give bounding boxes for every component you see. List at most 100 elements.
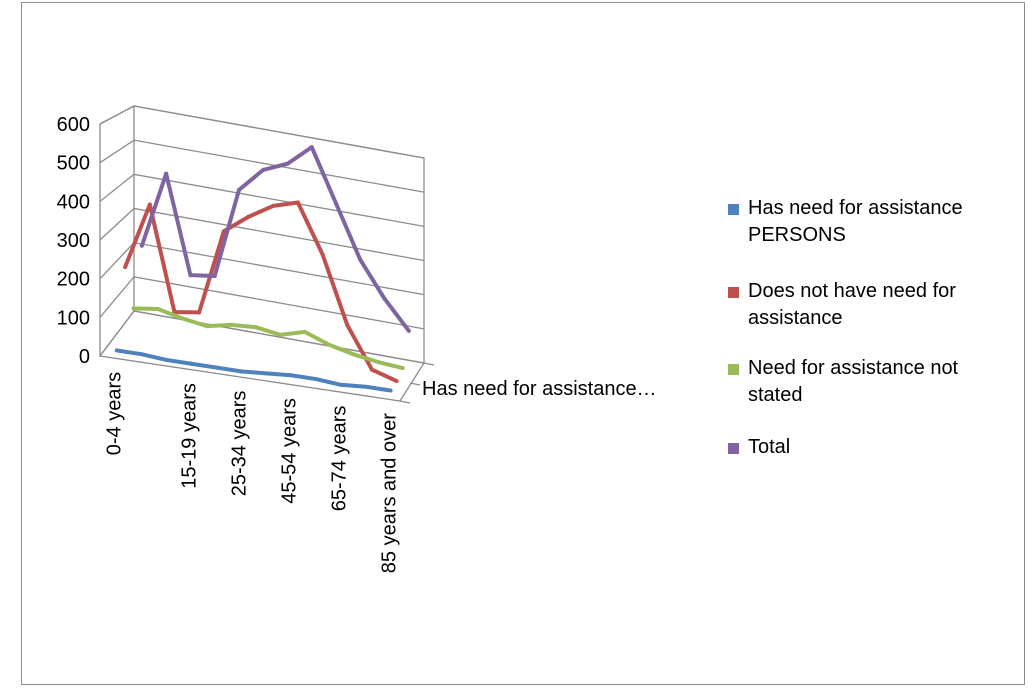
series-segment [214,365,244,374]
series-segment [382,296,411,333]
series-segment [155,306,185,321]
series-segment [164,357,194,366]
data-point [164,358,168,362]
data-point [321,253,325,257]
series-segment [369,367,399,384]
series-1 [123,200,399,384]
x-tick-label: 15-19 years [179,383,201,489]
series-segment [320,252,350,328]
data-point [278,333,282,337]
series-segment [212,187,241,278]
data-point [407,329,411,333]
series-segment [271,200,300,208]
legend-swatch [728,443,739,454]
x-tick-label: 45-54 years [279,398,301,504]
legend-item: Has need for assistance PERSONS [728,197,963,246]
series-segment [189,361,219,370]
data-point [229,323,233,327]
y-tick-label: 500 [57,153,90,175]
series-segment [358,257,387,301]
data-point [214,366,218,370]
data-point [296,200,300,204]
series-segment [261,161,290,172]
data-point [383,297,387,301]
data-point [140,244,144,248]
legend-swatch [728,364,739,375]
series-segment [264,371,293,378]
data-point [358,258,362,262]
data-point [314,377,318,381]
series-segment [131,306,160,311]
series-segment [313,377,343,387]
legend-item: Does not have need for assistance [728,280,956,329]
data-point [189,362,193,366]
y-tick-label: 200 [57,269,90,291]
series-segment [204,322,234,329]
series-segment [278,329,307,337]
data-point [289,373,293,377]
series-segment [114,348,144,357]
series-segment [164,171,193,278]
x-tick-label: 65-74 years [329,406,351,512]
series-segment [229,322,258,330]
y-tick-label: 400 [57,191,90,213]
data-point [131,306,135,310]
series-segment [147,202,177,315]
legend-item: Total [728,436,790,458]
legend-item: Need for assistance not stated [728,357,959,406]
data-point [254,325,258,329]
data-point [222,229,226,233]
x-tick-label: 25-34 years [229,391,251,497]
data-point [247,215,251,219]
data-point [172,310,176,314]
series-segment [139,352,169,362]
depth-tick [399,400,411,404]
legend: Has need for assistance PERSONS Does not h… [728,197,963,458]
series-segment [239,369,269,376]
data-point [345,323,349,327]
series-segment [285,145,314,166]
line-chart-3d: 0 100 200 300 400 500 600 0-4 years 15-19 years… [57,105,963,573]
data-point [352,352,356,356]
data-point [389,389,393,393]
legend-label: Total [748,436,790,458]
gridline [99,139,425,193]
data-point [364,385,368,389]
legend-swatch [728,287,739,298]
data-point [264,371,268,375]
data-point [334,202,338,206]
series-segment [345,323,374,372]
depth-tick [409,382,421,386]
series-segment [302,329,332,347]
series-segment [180,316,209,329]
y-tick-label: 100 [57,307,90,329]
data-point [310,145,314,149]
series-segment [246,203,276,219]
series-segment [363,384,393,393]
gridlines [99,105,425,364]
series-segment [288,373,318,382]
gridline [99,207,425,262]
data-point [239,369,243,373]
data-point [401,366,405,370]
legend-label: Has need for assistance PERSONS [748,197,963,246]
data-point [156,307,160,311]
data-point [188,273,192,277]
y-tick-label: 300 [57,230,90,252]
data-point [180,316,184,320]
series-2 [131,306,405,371]
y-axis-ticks: 0 100 200 300 400 500 600 [57,114,90,368]
x-tick-label: 85 years and over [379,413,401,573]
series-layer [114,145,411,393]
data-point [327,343,331,347]
series-segment [376,360,405,371]
series-3 [139,145,411,333]
data-point [370,368,374,372]
data-point [148,203,152,207]
data-point [115,348,119,352]
series-segment [253,325,283,337]
data-point [164,172,168,176]
series-segment [309,145,339,206]
chart-frame: 0 100 200 300 400 500 600 0-4 years 15-19 years… [21,2,1025,685]
depth-axis-label: Has need for assistance… [422,378,657,400]
